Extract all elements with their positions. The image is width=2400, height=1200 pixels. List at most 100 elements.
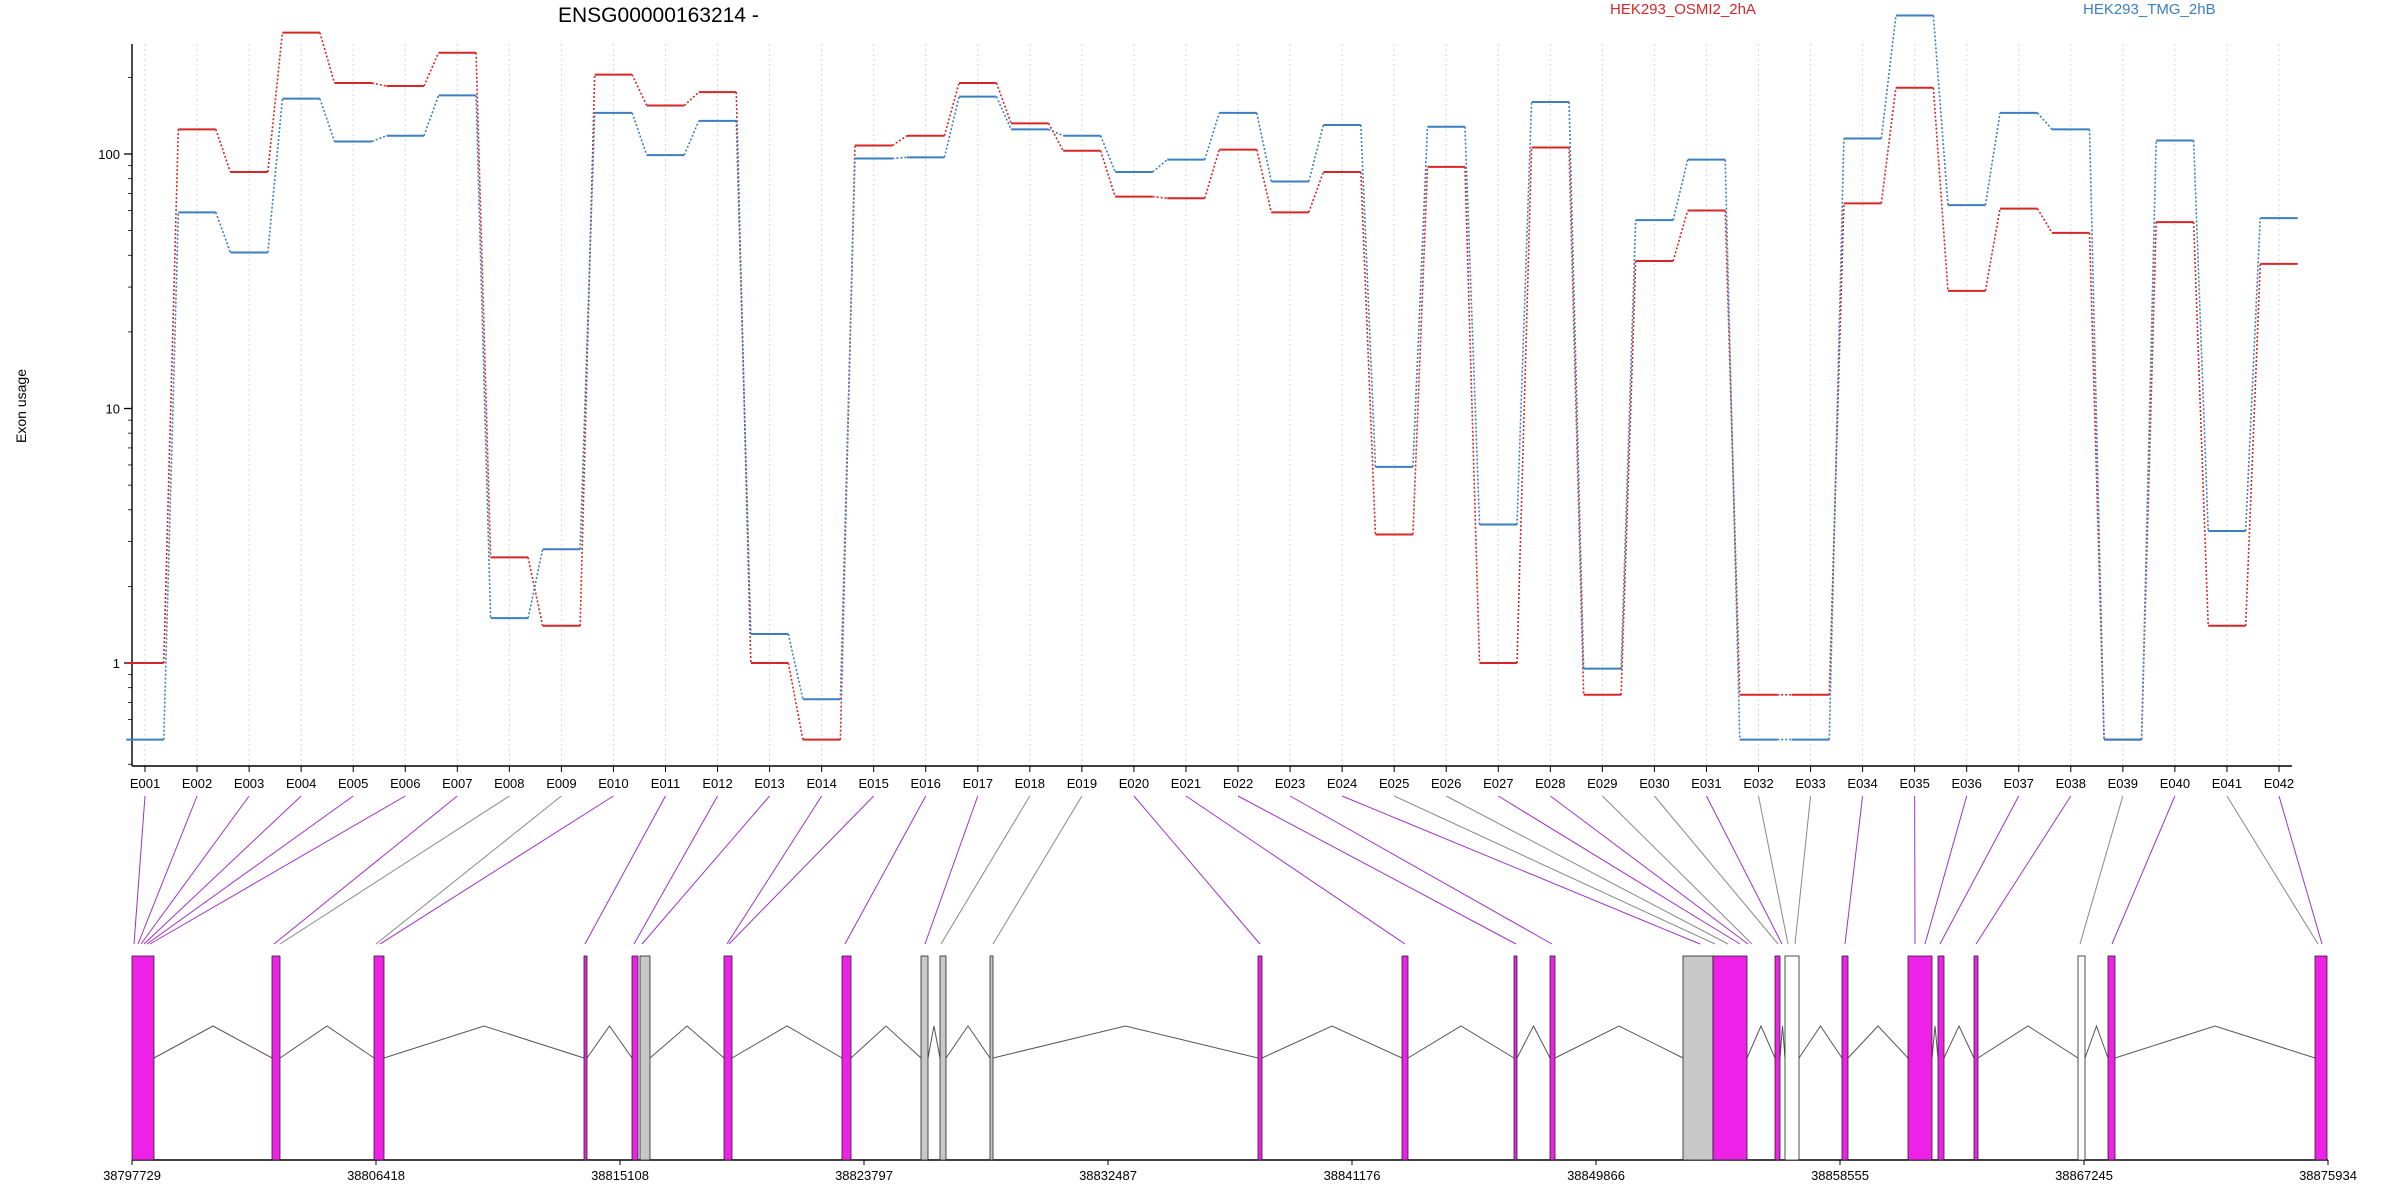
exon-block (1549, 955, 1556, 1161)
exon-block (271, 955, 281, 1161)
series-connector (267, 98, 284, 253)
x-tick-label: E025 (1379, 776, 1409, 791)
series-connector (892, 156, 908, 160)
connector-E018 (940, 795, 1031, 945)
series-connector (1932, 15, 1949, 206)
series-connector (1880, 87, 1897, 204)
x-tick-label: E026 (1431, 776, 1461, 791)
exon-block (2107, 955, 2116, 1161)
y-axis-label: Exon usage (13, 369, 29, 443)
intron-line (945, 1025, 991, 1059)
series-connector (527, 549, 544, 619)
connector-E020 (1133, 795, 1261, 945)
series-connector (1516, 147, 1533, 664)
position-label: 38875934 (2299, 1168, 2357, 1183)
x-tick-label: E031 (1691, 776, 1721, 791)
x-tick-label: E034 (1847, 776, 1877, 791)
series-connector (995, 82, 1012, 124)
x-tick-labels: E001 E002 E003 E004 E005 E006 E007 E008 E009 E010… (130, 766, 2294, 791)
connector-E042 (2278, 795, 2323, 945)
series-connector (1828, 203, 1845, 695)
x-tick-label: E035 (1899, 776, 1929, 791)
connector-E033 (1794, 795, 1812, 945)
exon-block (723, 955, 733, 1161)
x-tick-label: E041 (2212, 776, 2242, 791)
intron-line (1847, 1025, 1909, 1059)
exon-block (2314, 955, 2328, 1161)
x-tick-label: E003 (234, 776, 264, 791)
series-connector (2192, 222, 2210, 626)
series-connector (1152, 159, 1168, 173)
position-label: 38815108 (591, 1168, 649, 1183)
series-connector (1880, 15, 1897, 139)
x-tick-label: E020 (1119, 776, 1149, 791)
exon-connectors (133, 795, 2323, 945)
x-tick-label: E004 (286, 776, 316, 791)
series-connector (1464, 166, 1481, 664)
x-tick-label: E005 (338, 776, 368, 791)
genomic-position-labels: 38797729 38806418 38815108 38823797 38832487… (103, 1160, 2357, 1183)
gene-model (131, 955, 2328, 1161)
x-tick-label: E029 (1587, 776, 1617, 791)
series-layer (126, 14, 2298, 741)
x-tick-label: E014 (806, 776, 836, 791)
series-connector (1360, 124, 1377, 467)
exon-block (1937, 955, 1945, 1161)
y-tick-label: 10 (106, 402, 120, 417)
connector-E006 (149, 795, 406, 945)
series-connector (215, 129, 232, 173)
series-connector (1308, 124, 1325, 182)
series-connector (423, 95, 440, 136)
series-connector (1099, 150, 1116, 197)
series-connector (1464, 126, 1481, 525)
exon-block (1513, 955, 1518, 1161)
connector-E021 (1185, 795, 1406, 945)
intron-line (1261, 1025, 1403, 1059)
chart-title: ENSG00000163214 - (558, 4, 759, 27)
exon-block (1712, 955, 1748, 1161)
series-connector (2244, 218, 2262, 532)
connector-E024 (1341, 795, 1701, 945)
series-1 (126, 14, 2298, 741)
x-tick-label: E012 (702, 776, 732, 791)
connector-E004 (143, 795, 302, 945)
exon-block (989, 955, 994, 1161)
exon-block (1682, 955, 1714, 1161)
x-tick-label: E022 (1223, 776, 1253, 791)
exon-block (2077, 955, 2086, 1161)
series-connector (1672, 159, 1689, 221)
connector-E017 (924, 795, 979, 945)
series-connector (735, 120, 752, 635)
x-tick-label: E032 (1743, 776, 1773, 791)
intron-line (1516, 1024, 1551, 1059)
series-connector (943, 82, 960, 136)
connector-E011 (584, 795, 666, 945)
x-tick-label: E023 (1275, 776, 1305, 791)
exon-block (373, 955, 385, 1161)
connector-E032 (1758, 795, 1789, 945)
intron-line (1779, 1025, 1786, 1059)
intron-line (153, 1025, 273, 1059)
connector-E015 (728, 795, 875, 945)
exon-block (1841, 955, 1849, 1161)
connector-E013 (641, 795, 770, 945)
series-connector (162, 212, 180, 740)
series-connector (2140, 140, 2157, 740)
legend-entry-osmi2: HEK293_OSMI2_2hA (1610, 1, 1756, 18)
series-connector (1412, 126, 1429, 467)
intron-line (1977, 1025, 2079, 1059)
exon-block (631, 955, 639, 1161)
intron-line (2114, 1025, 2316, 1059)
connector-E034 (1844, 795, 1864, 945)
series-connector (787, 662, 804, 740)
exon-block (841, 955, 852, 1161)
x-tick-label: E011 (651, 776, 680, 791)
grid-lines (144, 44, 2280, 766)
intron-line (1798, 1025, 1843, 1059)
connector-E038 (1975, 795, 2072, 945)
position-label: 38841176 (1324, 1168, 1381, 1183)
series-connector (995, 96, 1012, 130)
y-tick-label: 1 (113, 656, 120, 671)
series-connector (1932, 87, 1949, 291)
